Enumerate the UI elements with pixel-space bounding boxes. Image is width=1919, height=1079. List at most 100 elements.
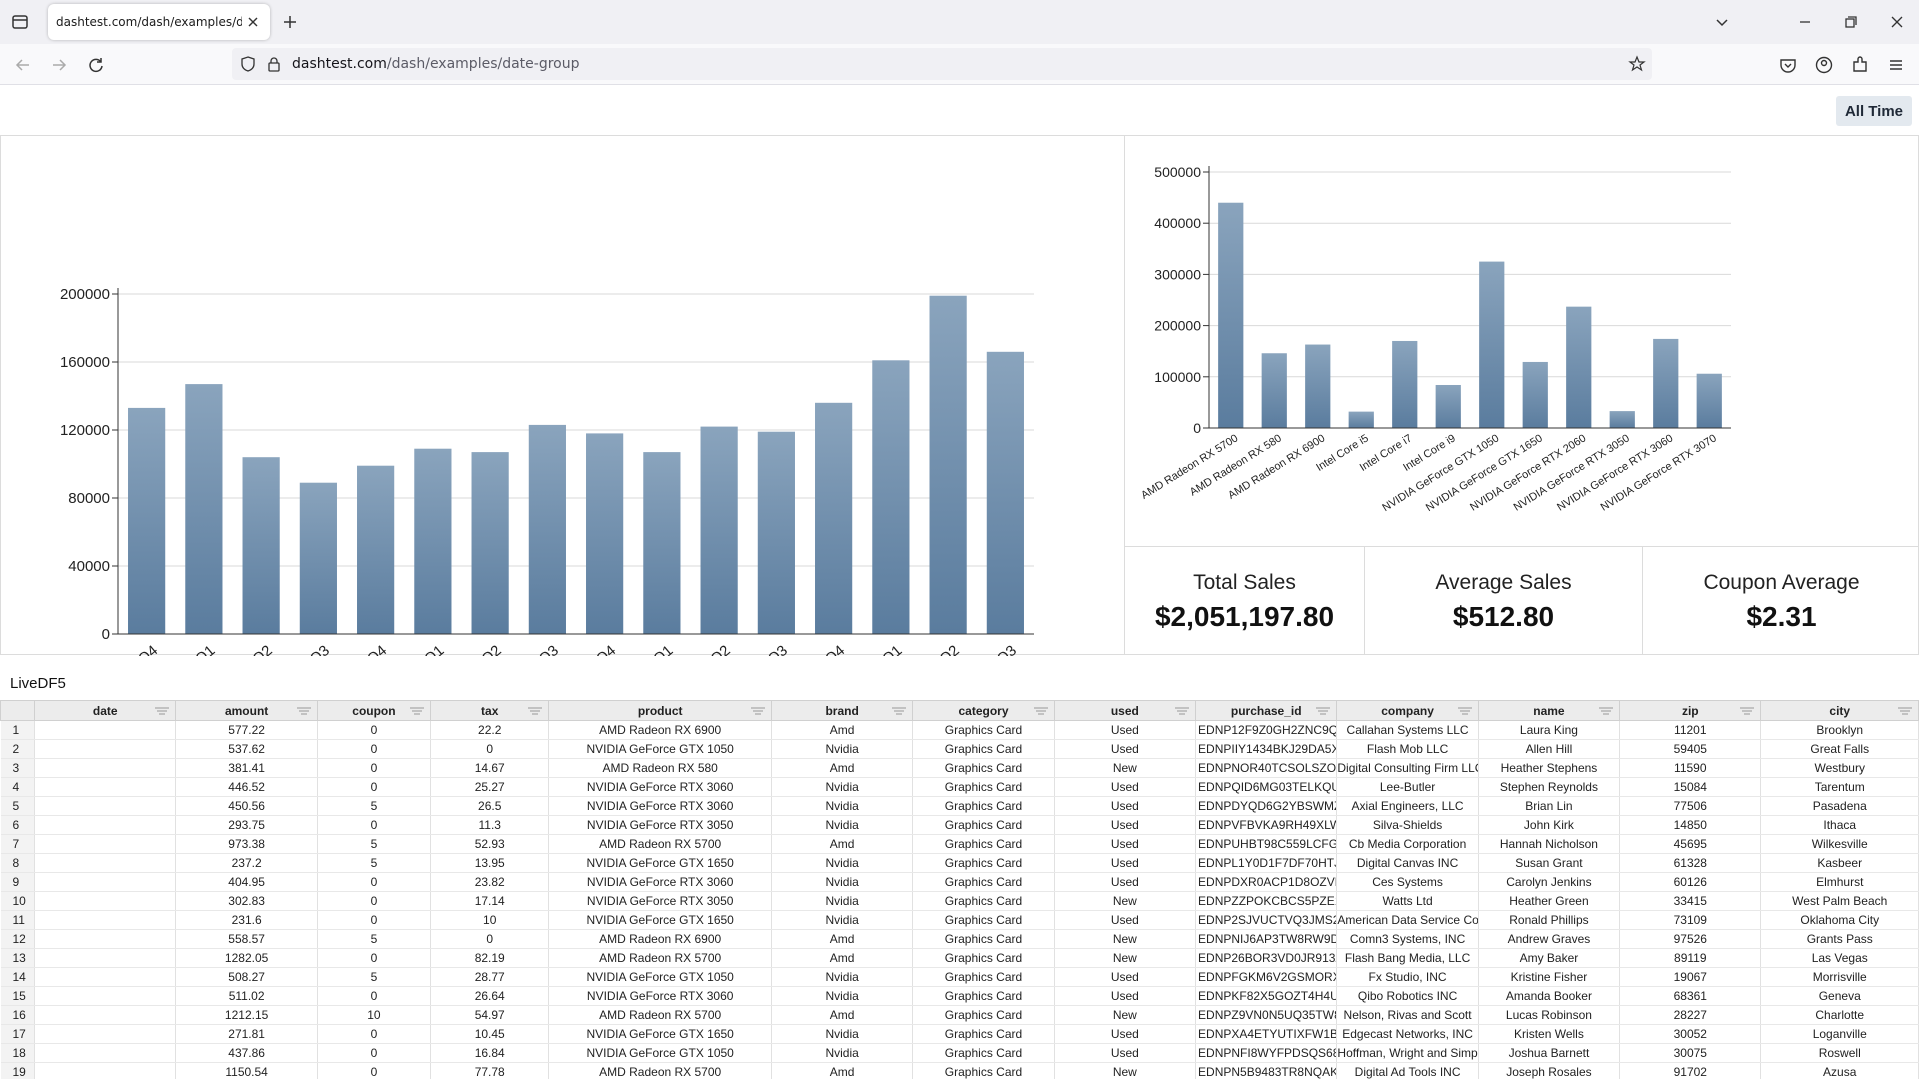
column-header-purchase-id[interactable]: purchase_id xyxy=(1195,700,1338,721)
table-cell-date xyxy=(34,967,177,987)
extensions-icon[interactable] xyxy=(1849,54,1871,76)
table-row[interactable]: 3 381.41 0 14.67 AMD Radeon RX 580 Amd Graphic… xyxy=(0,758,1919,778)
column-header-brand[interactable]: brand xyxy=(770,700,914,721)
column-menu-icon[interactable] xyxy=(296,707,311,715)
list-all-tabs-icon[interactable] xyxy=(1710,10,1734,34)
table-cell-zip: 61328 xyxy=(1619,853,1762,873)
bar xyxy=(528,424,566,634)
table-cell-category: Graphics Card xyxy=(912,720,1055,740)
table-cell-zip: 11201 xyxy=(1619,720,1762,740)
column-header-company[interactable]: company xyxy=(1336,700,1479,721)
table-row[interactable]: 8 237.2 5 13.95 NVIDIA GeForce GTX 1650 Nvidi… xyxy=(0,853,1919,873)
column-header-used[interactable]: used xyxy=(1053,700,1197,721)
column-header-name[interactable]: name xyxy=(1477,700,1621,721)
table-cell-coupon: 5 xyxy=(317,929,432,949)
table-row[interactable]: 19 1150.54 0 77.78 AMD Radeon RX 5700 Amd Grap… xyxy=(0,1062,1919,1079)
data-grid[interactable]: date amount coupon tax product brand category u… xyxy=(0,700,1919,1079)
time-range-button[interactable]: All Time xyxy=(1836,96,1912,126)
table-row[interactable]: 9 404.95 0 23.82 NVIDIA GeForce RTX 3060 Nvid… xyxy=(0,872,1919,892)
table-cell-category: Graphics Card xyxy=(912,948,1055,968)
column-menu-icon[interactable] xyxy=(1316,707,1331,715)
bar xyxy=(757,431,795,634)
minimize-icon[interactable] xyxy=(1793,10,1817,34)
column-menu-icon[interactable] xyxy=(1175,707,1190,715)
close-tab-icon[interactable] xyxy=(244,13,262,31)
pocket-icon[interactable] xyxy=(1777,54,1799,76)
table-cell-name: Ronald Phillips xyxy=(1478,910,1621,930)
table-row[interactable]: 1 577.22 0 22.2 AMD Radeon RX 6900 Amd Graphic… xyxy=(0,720,1919,740)
tab-list-icon[interactable] xyxy=(10,12,30,32)
table-row[interactable]: 15 511.02 0 26.64 NVIDIA GeForce RTX 3060 Nvi… xyxy=(0,986,1919,1006)
account-icon[interactable] xyxy=(1813,54,1835,76)
forward-icon[interactable] xyxy=(48,54,70,76)
close-window-icon[interactable] xyxy=(1885,10,1909,34)
table-row[interactable]: 13 1282.05 0 82.19 AMD Radeon RX 5700 Amd Grap… xyxy=(0,948,1919,968)
table-cell-product: NVIDIA GeForce RTX 3060 xyxy=(548,777,772,797)
table-cell-purchase-id: EDNP26BOR3VD0JR913ZR xyxy=(1195,948,1338,968)
table-cell-category: Graphics Card xyxy=(912,929,1055,949)
table-cell-company: Flash Bang Media, LLC xyxy=(1336,948,1479,968)
table-row[interactable]: 5 450.56 5 26.5 NVIDIA GeForce RTX 3060 Nvidi… xyxy=(0,796,1919,816)
column-menu-icon[interactable] xyxy=(1457,707,1472,715)
table-cell-zip: 77506 xyxy=(1619,796,1762,816)
column-header-zip[interactable]: zip xyxy=(1619,700,1762,721)
column-menu-icon[interactable] xyxy=(1033,707,1048,715)
column-header-tax[interactable]: tax xyxy=(430,700,550,721)
bookmark-star-icon[interactable] xyxy=(1628,55,1646,73)
column-menu-icon[interactable] xyxy=(528,707,543,715)
column-menu-icon[interactable] xyxy=(1740,707,1755,715)
column-header-city[interactable]: city xyxy=(1760,700,1919,721)
column-menu-icon[interactable] xyxy=(892,707,907,715)
reload-icon[interactable] xyxy=(85,54,107,76)
column-header-label: city xyxy=(1829,703,1851,718)
row-number-cell: 4 xyxy=(0,777,36,797)
table-row[interactable]: 11 231.6 0 10 NVIDIA GeForce GTX 1650 Nvidia G… xyxy=(0,910,1919,930)
table-row[interactable]: 10 302.83 0 17.14 NVIDIA GeForce RTX 3050 Nvi… xyxy=(0,891,1919,911)
table-row[interactable]: 6 293.75 0 11.3 NVIDIA GeForce RTX 3050 Nvidi… xyxy=(0,815,1919,835)
table-cell-company: Watts Ltd xyxy=(1336,891,1479,911)
new-tab-icon[interactable] xyxy=(280,12,300,32)
lock-icon[interactable] xyxy=(265,55,283,73)
column-menu-icon[interactable] xyxy=(155,707,170,715)
restore-icon[interactable] xyxy=(1839,10,1863,34)
table-cell-product: NVIDIA GeForce RTX 3060 xyxy=(548,796,772,816)
back-icon[interactable] xyxy=(12,54,34,76)
table-row[interactable]: 18 437.86 0 16.84 NVIDIA GeForce GTX 1050 Nvi… xyxy=(0,1043,1919,1063)
table-row[interactable]: 14 508.27 5 28.77 NVIDIA GeForce GTX 1050 Nvi… xyxy=(0,967,1919,987)
bar xyxy=(242,457,280,634)
column-header-date[interactable]: date xyxy=(34,700,177,721)
tab-active[interactable]: dashtest.com/dash/examples/date-group xyxy=(48,4,270,40)
column-menu-icon[interactable] xyxy=(750,707,765,715)
table-cell-amount: 508.27 xyxy=(175,967,318,987)
table-cell-product: AMD Radeon RX 5700 xyxy=(548,834,772,854)
column-header-category[interactable]: category xyxy=(912,700,1055,721)
table-cell-date xyxy=(34,910,177,930)
column-menu-icon[interactable] xyxy=(410,707,425,715)
table-cell-name: Joshua Barnett xyxy=(1478,1043,1621,1063)
table-row[interactable]: 4 446.52 0 25.27 NVIDIA GeForce RTX 3060 Nvid… xyxy=(0,777,1919,797)
y-tick-label: 0 xyxy=(102,626,110,643)
table-cell-coupon: 0 xyxy=(317,1062,432,1079)
table-cell-product: AMD Radeon RX 5700 xyxy=(548,1062,772,1079)
column-menu-icon[interactable] xyxy=(1599,707,1614,715)
table-row[interactable]: 16 1212.15 10 54.97 AMD Radeon RX 5700 Amd Gra… xyxy=(0,1005,1919,1025)
table-cell-category: Graphics Card xyxy=(912,796,1055,816)
table-cell-name: Kristine Fisher xyxy=(1478,967,1621,987)
table-row[interactable]: 12 558.57 5 0 AMD Radeon RX 6900 Amd Graphics … xyxy=(0,929,1919,949)
column-header-coupon[interactable]: coupon xyxy=(316,700,432,721)
column-header-amount[interactable]: amount xyxy=(175,700,318,721)
table-row[interactable]: 17 271.81 0 10.45 NVIDIA GeForce GTX 1650 Nvi… xyxy=(0,1024,1919,1044)
address-bar[interactable]: dashtest.com/dash/examples/date-group xyxy=(232,48,1652,80)
column-menu-icon[interactable] xyxy=(1898,707,1912,715)
menu-icon[interactable] xyxy=(1885,54,1907,76)
table-row[interactable]: 7 973.38 5 52.93 AMD Radeon RX 5700 Amd Graphi… xyxy=(0,834,1919,854)
row-number-cell: 16 xyxy=(0,1005,36,1025)
shield-icon[interactable] xyxy=(239,55,257,73)
row-number-cell: 14 xyxy=(0,967,36,987)
table-row[interactable]: 2 537.62 0 0 NVIDIA GeForce GTX 1050 Nvidia Gr… xyxy=(0,739,1919,759)
navigation-bar: dashtest.com/dash/examples/date-group xyxy=(0,44,1919,85)
column-header-product[interactable]: product xyxy=(548,700,772,721)
